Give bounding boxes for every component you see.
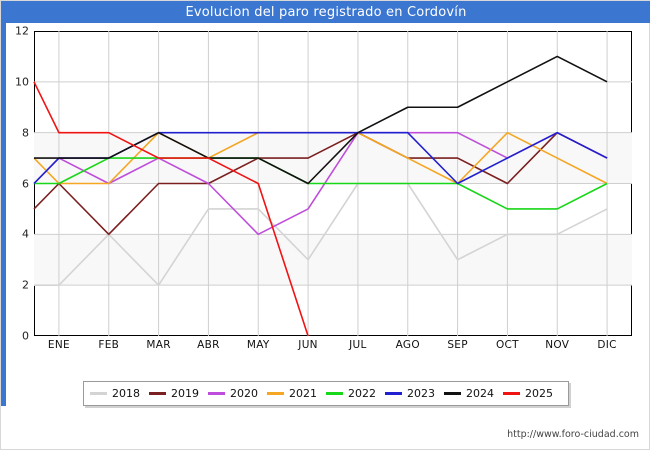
x-tick-label: DIC: [597, 339, 617, 351]
x-tick-label: MAY: [246, 339, 270, 351]
legend-item-2024[interactable]: 2024: [444, 387, 494, 400]
legend-item-2018[interactable]: 2018: [90, 387, 140, 400]
x-tick-label: FEB: [98, 339, 120, 351]
legend-swatch-icon: [208, 392, 225, 395]
legend-label: 2020: [230, 387, 258, 400]
series-line-2024: [34, 55, 608, 185]
legend-swatch-icon: [503, 392, 520, 395]
source-url: http://www.foro-ciudad.com: [507, 429, 639, 440]
legend-item-2023[interactable]: 2023: [385, 387, 435, 400]
accent-rail: [1, 1, 6, 406]
legend-swatch-icon: [90, 392, 107, 395]
x-tick-label: OCT: [495, 339, 519, 351]
legend-swatch-icon: [385, 392, 402, 395]
legend-swatch-icon: [326, 392, 343, 395]
x-tick-label: NOV: [545, 339, 570, 351]
legend-swatch-icon: [149, 392, 166, 395]
x-tick-label: ABR: [197, 339, 220, 351]
x-axis-labels: ENE FEB MAR ABR MAY JUN JUL AGO SEP OCT NOV DIC: [34, 339, 632, 359]
legend-item-2019[interactable]: 2019: [149, 387, 199, 400]
legend-label: 2019: [171, 387, 199, 400]
legend-label: 2018: [112, 387, 140, 400]
y-tick-label: 4: [22, 227, 29, 241]
legend-swatch-icon: [444, 392, 461, 395]
chart-title-bar: Evolucion del paro registrado en Cordoví…: [1, 1, 650, 23]
plot-area: [33, 31, 632, 337]
x-tick-label: JUN: [298, 339, 318, 351]
y-tick-label: 0: [22, 329, 29, 343]
y-tick-label: 8: [22, 126, 29, 140]
y-axis-labels: 0 2 4 6 8 10 12: [1, 1, 34, 346]
legend-item-2021[interactable]: 2021: [267, 387, 317, 400]
legend-label: 2024: [466, 387, 494, 400]
y-tick-label: 6: [22, 177, 29, 190]
page-title: Evolucion del paro registrado en Cordoví…: [185, 4, 467, 20]
series-line-2025: [33, 81, 309, 337]
legend-label: 2021: [289, 387, 317, 400]
legend-item-2020[interactable]: 2020: [208, 387, 258, 400]
legend-label: 2023: [407, 387, 435, 400]
x-tick-label: SEP: [447, 339, 468, 351]
series-lines: [33, 31, 632, 337]
x-tick-label: JUL: [349, 339, 367, 351]
legend-item-2025[interactable]: 2025: [503, 387, 553, 400]
grid-band: [34, 234, 632, 286]
legend-label: 2022: [348, 387, 376, 400]
legend-label: 2025: [525, 387, 553, 400]
y-tick-label: 10: [15, 75, 29, 89]
x-tick-label: AGO: [395, 339, 420, 351]
x-tick-label: MAR: [146, 339, 171, 351]
x-tick-label: ENE: [47, 339, 70, 351]
legend-item-2022[interactable]: 2022: [326, 387, 376, 400]
y-tick-label: 12: [15, 24, 29, 38]
legend-swatch-icon: [267, 392, 284, 395]
series-line-2019: [33, 131, 608, 236]
y-tick-label: 2: [22, 278, 29, 292]
chart-legend: 2018 2019 2020 2021 2022 2023 2024 2025: [83, 381, 569, 406]
